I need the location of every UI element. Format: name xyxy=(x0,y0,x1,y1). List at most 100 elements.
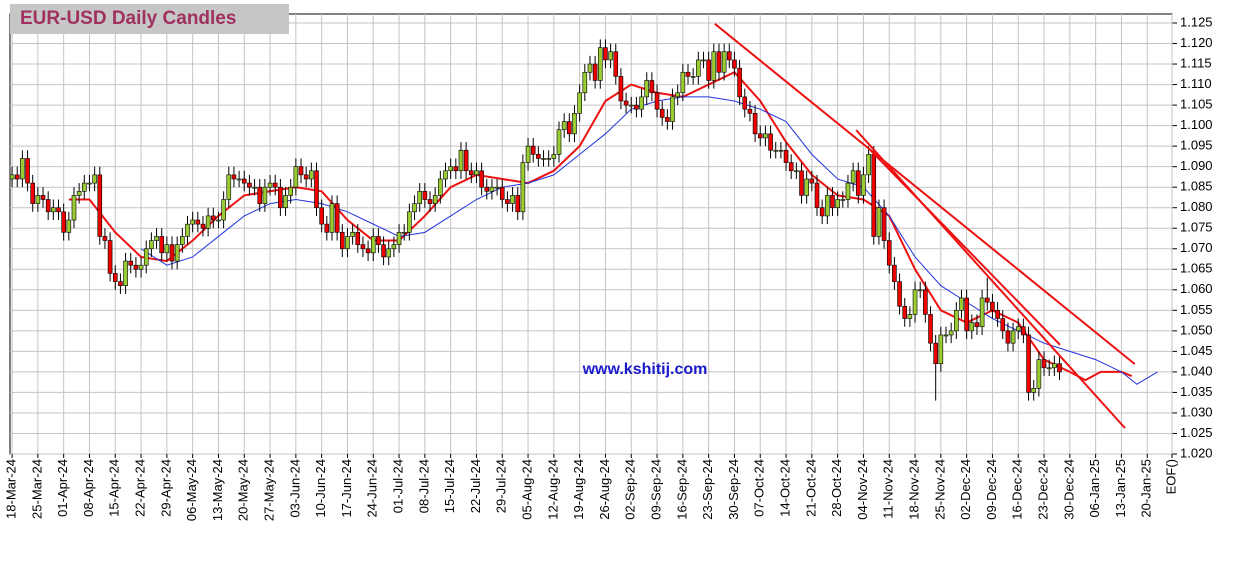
candle-body xyxy=(835,199,840,209)
candle-body xyxy=(303,174,309,180)
x-tick-label: 28-Oct-24 xyxy=(829,459,844,517)
candle-body xyxy=(25,158,30,184)
candle-body xyxy=(1000,318,1006,332)
candle-body xyxy=(654,92,660,110)
x-tick-label: 18-Mar-24 xyxy=(4,459,19,519)
candle-body xyxy=(1036,359,1042,389)
candle-body xyxy=(381,244,386,258)
x-tick-label: 23-Sep-24 xyxy=(700,459,715,520)
candle-body xyxy=(360,244,366,250)
candle-body xyxy=(948,330,954,336)
candle-body xyxy=(541,158,546,160)
candle-body xyxy=(943,334,949,337)
candle-body xyxy=(990,301,995,311)
candle-body xyxy=(56,207,61,213)
candle-body xyxy=(9,174,15,180)
candle-body xyxy=(438,178,443,196)
candle-body xyxy=(505,199,510,204)
candle-body xyxy=(752,113,758,135)
candle-body xyxy=(783,149,789,163)
candle-body xyxy=(334,203,340,233)
candle-body xyxy=(216,219,221,222)
trendline xyxy=(855,129,1126,429)
candle-body xyxy=(102,236,108,241)
y-tick-label: 1.080 xyxy=(1180,199,1213,214)
title-box xyxy=(10,4,289,34)
candle-body xyxy=(825,195,830,217)
x-tick-label: 02-Dec-24 xyxy=(958,459,973,520)
candle-body xyxy=(195,219,201,225)
candle-body xyxy=(154,236,159,241)
candle-body xyxy=(107,240,113,274)
candle-body xyxy=(850,170,856,184)
candle-body xyxy=(520,162,526,213)
candle-body xyxy=(639,96,644,110)
candle-body xyxy=(350,232,355,237)
candle-body xyxy=(577,92,582,114)
candle-body xyxy=(742,96,748,110)
candle-body xyxy=(231,174,237,180)
candle-body xyxy=(112,273,118,282)
x-tick-label: 16-Sep-24 xyxy=(674,459,689,520)
candle-body xyxy=(1041,359,1047,369)
candle-body xyxy=(252,186,257,189)
candle-body xyxy=(685,71,691,77)
candle-body xyxy=(995,310,1000,319)
candle-body xyxy=(861,174,866,196)
candle-body xyxy=(499,186,505,200)
candle-body xyxy=(928,314,933,344)
candle-body xyxy=(917,289,923,292)
trendline xyxy=(714,23,1136,365)
candle-body xyxy=(721,51,727,73)
candle-body xyxy=(515,195,521,213)
candle-body xyxy=(66,219,72,233)
moving-average xyxy=(68,71,1133,382)
candle-body xyxy=(690,76,696,78)
candle-body xyxy=(763,133,768,139)
candle-body xyxy=(582,71,588,94)
candle-body xyxy=(1005,330,1011,344)
x-tick-label: 17-Jun-24 xyxy=(339,459,354,518)
candle-body xyxy=(706,59,711,81)
candle-body xyxy=(732,59,737,69)
x-tick-label: 09-Sep-24 xyxy=(648,459,663,520)
candle-body xyxy=(923,289,928,315)
candle-body xyxy=(185,223,190,237)
x-tick-label: 01-Apr-24 xyxy=(55,459,70,517)
y-tick-label: 1.110 xyxy=(1180,76,1212,91)
candle-body xyxy=(376,236,381,245)
candle-body xyxy=(412,203,417,213)
x-tick-label: 26-Aug-24 xyxy=(597,459,612,520)
candle-body xyxy=(453,166,459,172)
candle-body xyxy=(510,195,515,204)
y-tick-label: 1.100 xyxy=(1180,117,1213,132)
candle-body xyxy=(1015,326,1021,332)
candle-body xyxy=(701,59,706,62)
candle-body xyxy=(262,186,268,204)
candle-body xyxy=(484,186,490,192)
candle-body xyxy=(592,63,598,81)
x-tick-label: 06-May-24 xyxy=(184,459,199,521)
candle-body xyxy=(324,223,330,233)
candle-body xyxy=(468,170,474,176)
candle-body xyxy=(1031,388,1037,393)
candle-body xyxy=(757,133,763,139)
candle-body xyxy=(174,244,180,262)
candle-body xyxy=(634,104,639,110)
x-tick-label: 22-Apr-24 xyxy=(132,459,147,517)
candle-body xyxy=(525,145,531,163)
candle-body xyxy=(726,51,732,61)
candle-body xyxy=(118,281,123,287)
candle-body xyxy=(623,100,629,106)
x-tick-label: 20-May-24 xyxy=(236,459,251,521)
x-tick-label: 23-Dec-24 xyxy=(1035,459,1050,520)
candle-body xyxy=(804,178,809,196)
plot-area xyxy=(9,13,1173,455)
y-tick-label: 1.125 xyxy=(1180,14,1213,29)
candle-body xyxy=(974,322,980,328)
x-tick-label: 19-Aug-24 xyxy=(571,459,586,520)
x-tick-label: 13-May-24 xyxy=(210,459,225,521)
candle-body xyxy=(959,297,964,311)
candle-body xyxy=(71,195,77,221)
